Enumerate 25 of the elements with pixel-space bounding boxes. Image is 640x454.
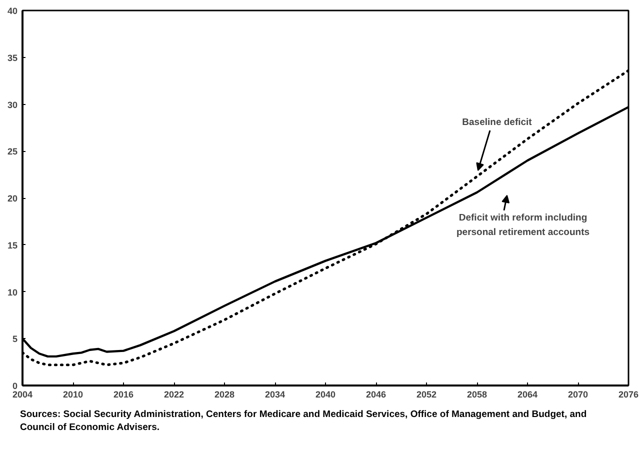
source-note: Sources: Social Security Administration, Centers for Medicare and Medicaid Services, Office of Management and Budget, and Council of Economic Advisers.	[20, 409, 588, 435]
x-tick-label: 2022	[164, 390, 184, 400]
y-tick-label: 25	[7, 146, 18, 157]
annotation: Deficit with reform including personal retirement accounts	[456, 212, 590, 238]
y-tick-label: 15	[7, 240, 18, 250]
x-tick-label: 2010	[62, 390, 84, 400]
annotation: Baseline deficit	[462, 116, 533, 128]
x-tick-label: 2004	[12, 390, 33, 400]
x-tick-label: 2064	[517, 390, 538, 400]
y-tick-label: 5	[12, 334, 18, 344]
y-tick-label: 0	[12, 381, 18, 391]
y-tick-label: 35	[7, 52, 18, 63]
x-tick-label: 2058	[466, 390, 488, 400]
x-tick-label: 2034	[264, 390, 286, 400]
x-tick-label: 2070	[568, 390, 588, 400]
x-tick-label: 2040	[315, 390, 336, 400]
y-tick-label: 20	[7, 194, 18, 204]
x-tick-label: 2016	[113, 390, 134, 400]
x-tick-label: 2076	[618, 390, 639, 400]
x-tick-label: 2046	[366, 390, 386, 400]
y-tick-label: 30	[7, 100, 18, 110]
y-tick-label: 10	[7, 287, 18, 298]
y-tick-label: 40	[7, 6, 18, 16]
x-tick-label: 2028	[214, 390, 235, 400]
x-tick-label: 2052	[416, 390, 437, 400]
